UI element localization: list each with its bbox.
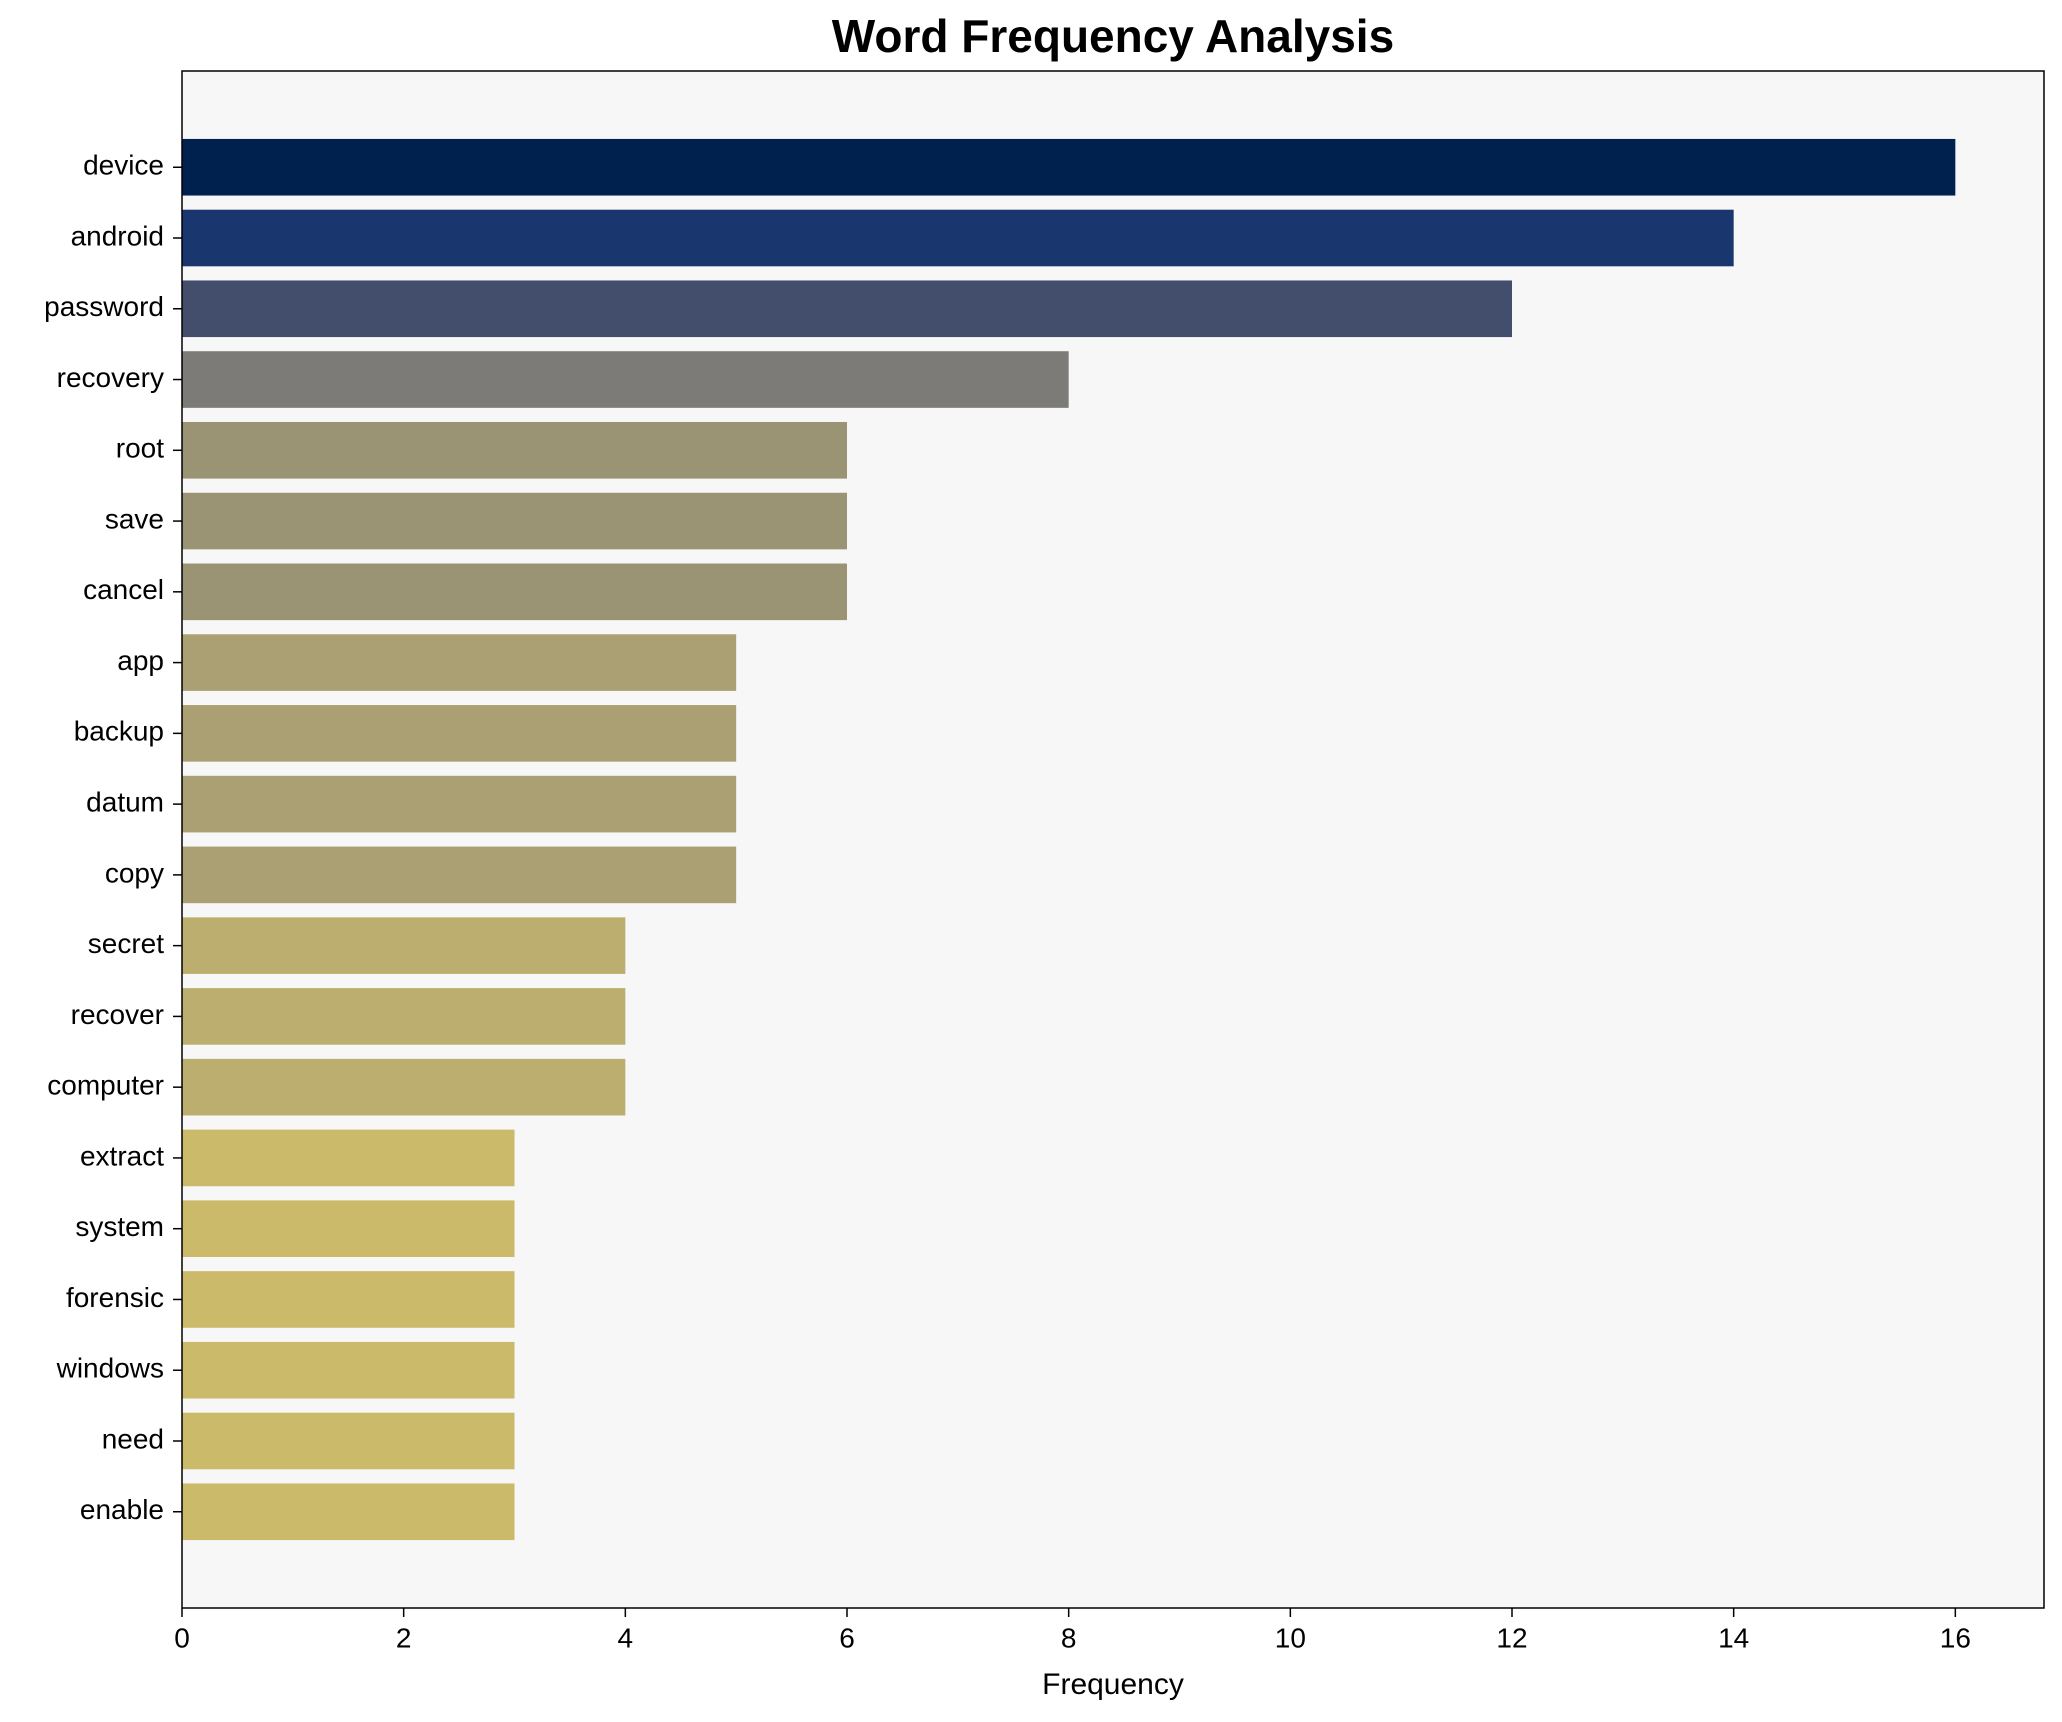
bar [182, 1483, 515, 1541]
chart-title: Word Frequency Analysis [832, 10, 1394, 62]
y-tick-label: cancel [83, 574, 164, 605]
bar [182, 1412, 515, 1470]
y-tick-label: recover [71, 999, 164, 1030]
bar [182, 421, 847, 479]
x-tick-label: 6 [839, 1622, 855, 1653]
y-tick-label: root [116, 433, 164, 464]
y-tick-label: android [71, 220, 164, 251]
bar [182, 1200, 515, 1258]
y-tick-label: password [44, 291, 164, 322]
y-tick-label: system [75, 1211, 164, 1242]
x-tick-label: 16 [1940, 1622, 1971, 1653]
y-tick-label: extract [80, 1140, 164, 1171]
x-tick-label: 10 [1275, 1622, 1306, 1653]
bar [182, 351, 1069, 408]
bar [182, 138, 1956, 196]
bar [182, 563, 847, 621]
x-tick-label: 12 [1496, 1622, 1527, 1653]
x-tick-label: 2 [396, 1622, 412, 1653]
bar [182, 1271, 515, 1328]
y-tick-label: recovery [57, 362, 164, 393]
x-tick-label: 14 [1718, 1622, 1749, 1653]
bar [182, 634, 737, 691]
y-tick-label: app [117, 645, 164, 676]
bar [182, 1058, 626, 1116]
x-tick-label: 8 [1061, 1622, 1077, 1653]
y-tick-label: forensic [66, 1282, 164, 1313]
bar [182, 917, 626, 974]
bar [182, 1341, 515, 1399]
x-axis-label: Frequency [1042, 1668, 1184, 1701]
y-tick-label: windows [56, 1353, 164, 1384]
bar [182, 1129, 515, 1187]
bar [182, 846, 737, 904]
y-tick-label: datum [86, 787, 164, 818]
bar [182, 280, 1512, 338]
x-tick-label: 0 [174, 1622, 190, 1653]
y-tick-label: secret [88, 928, 164, 959]
y-tick-label: backup [74, 716, 164, 747]
bar [182, 492, 847, 550]
bar [182, 988, 626, 1045]
y-tick-label: enable [80, 1494, 164, 1525]
y-tick-label: device [83, 150, 164, 181]
y-tick-label: computer [47, 1070, 164, 1101]
plot-frame [181, 70, 2045, 1609]
y-tick-label: need [102, 1423, 164, 1454]
y-tick-label: copy [105, 857, 164, 888]
bar [182, 775, 737, 833]
x-tick-label: 4 [618, 1622, 634, 1653]
y-tick-label: save [105, 503, 164, 534]
bar [182, 209, 1734, 267]
bar [182, 705, 737, 762]
